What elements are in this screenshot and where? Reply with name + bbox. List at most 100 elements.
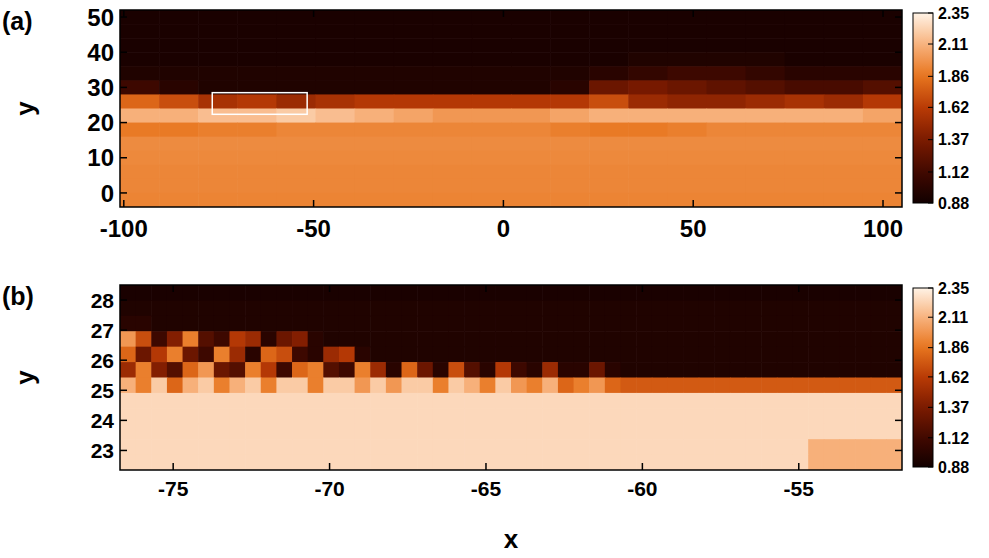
heat-cell — [472, 38, 512, 53]
heat-cell — [785, 151, 825, 166]
heat-cell — [777, 331, 793, 347]
heat-cell — [198, 137, 238, 152]
heat-cell — [714, 455, 730, 470]
heat-cell — [214, 378, 230, 394]
heat-cell — [761, 378, 777, 394]
heat-cell — [386, 300, 402, 316]
heat-cell — [863, 109, 902, 124]
heat-cell — [167, 424, 183, 440]
heat-cell — [707, 66, 747, 81]
heat-cell — [355, 362, 371, 378]
heat-cell — [136, 347, 152, 363]
heat-cell — [136, 424, 152, 440]
heat-cell — [761, 285, 777, 301]
heat-cell — [370, 347, 386, 363]
heat-cell — [667, 439, 683, 455]
heat-cell — [394, 10, 434, 25]
y-tick — [120, 51, 127, 53]
heat-cell — [511, 424, 527, 440]
heat-cell — [667, 300, 683, 316]
heat-cell — [746, 393, 762, 409]
heat-cell — [558, 300, 574, 316]
heat-cell — [472, 165, 512, 180]
heat-cell — [136, 393, 152, 409]
heat-cell — [793, 331, 809, 347]
heat-cell — [323, 424, 339, 440]
heat-cell — [511, 408, 527, 424]
heat-cell — [605, 300, 621, 316]
heat-cell — [589, 165, 629, 180]
heat-cell — [886, 347, 902, 363]
heat-cell — [808, 362, 824, 378]
heat-cell — [448, 455, 464, 470]
heatmap — [120, 285, 902, 470]
heat-cell — [229, 378, 245, 394]
heat-cell — [667, 165, 707, 180]
heat-cell — [527, 393, 543, 409]
heat-cell — [480, 347, 496, 363]
heat-cell — [511, 331, 527, 347]
heat-cell — [276, 151, 316, 166]
heat-cell — [276, 362, 292, 378]
heat-cell — [746, 80, 786, 95]
heat-cell — [183, 408, 199, 424]
heat-cell — [824, 66, 864, 81]
heat-cell — [855, 424, 871, 440]
heat-cell — [480, 455, 496, 470]
heat-cell — [245, 316, 261, 332]
heat-cell — [886, 378, 902, 394]
heat-cell — [198, 362, 214, 378]
heat-cell — [495, 393, 511, 409]
heat-cell — [159, 24, 199, 39]
heat-cell — [824, 439, 840, 455]
x-tick-label: -50 — [296, 215, 331, 242]
heat-cell — [136, 378, 152, 394]
heat-cell — [628, 52, 668, 67]
heat-cell — [824, 455, 840, 470]
heat-cell — [511, 66, 551, 81]
heat-cell — [707, 94, 747, 109]
heat-cell — [558, 455, 574, 470]
heat-cell — [511, 38, 551, 53]
heat-cell — [714, 347, 730, 363]
heat-cell — [394, 179, 434, 194]
heat-cell — [746, 10, 786, 25]
heat-cell — [808, 331, 824, 347]
heat-cell — [527, 408, 543, 424]
heat-cell — [871, 285, 887, 301]
heat-cell — [480, 424, 496, 440]
heat-cell — [229, 393, 245, 409]
heat-cell — [120, 362, 136, 378]
heat-cell — [495, 316, 511, 332]
heat-cell — [824, 424, 840, 440]
y-tick — [895, 420, 902, 422]
y-tick-label: 26 — [91, 349, 114, 372]
heat-cell — [339, 347, 355, 363]
heat-cell — [620, 393, 636, 409]
heat-cell — [402, 378, 418, 394]
heat-cell — [261, 424, 277, 440]
heat-cell — [683, 378, 699, 394]
heat-cell — [339, 455, 355, 470]
heat-cell — [136, 300, 152, 316]
heat-cell — [667, 80, 707, 95]
heat-cell — [707, 80, 747, 95]
heat-cell — [652, 300, 668, 316]
heat-cell — [558, 362, 574, 378]
heat-cell — [808, 347, 824, 363]
x-tick — [313, 10, 315, 17]
heat-cell — [824, 10, 864, 25]
heat-cell — [777, 378, 793, 394]
heat-cell — [777, 347, 793, 363]
heat-cell — [339, 300, 355, 316]
heat-cell — [151, 439, 167, 455]
heat-cell — [746, 347, 762, 363]
heat-cell — [276, 165, 316, 180]
colorbar-tick — [928, 203, 933, 204]
heat-cell — [292, 393, 308, 409]
colorbar-tick-label: 2.35 — [938, 5, 969, 22]
heat-cell — [214, 316, 230, 332]
heat-cell — [151, 362, 167, 378]
heat-cell — [159, 38, 199, 53]
heat-cell — [761, 347, 777, 363]
